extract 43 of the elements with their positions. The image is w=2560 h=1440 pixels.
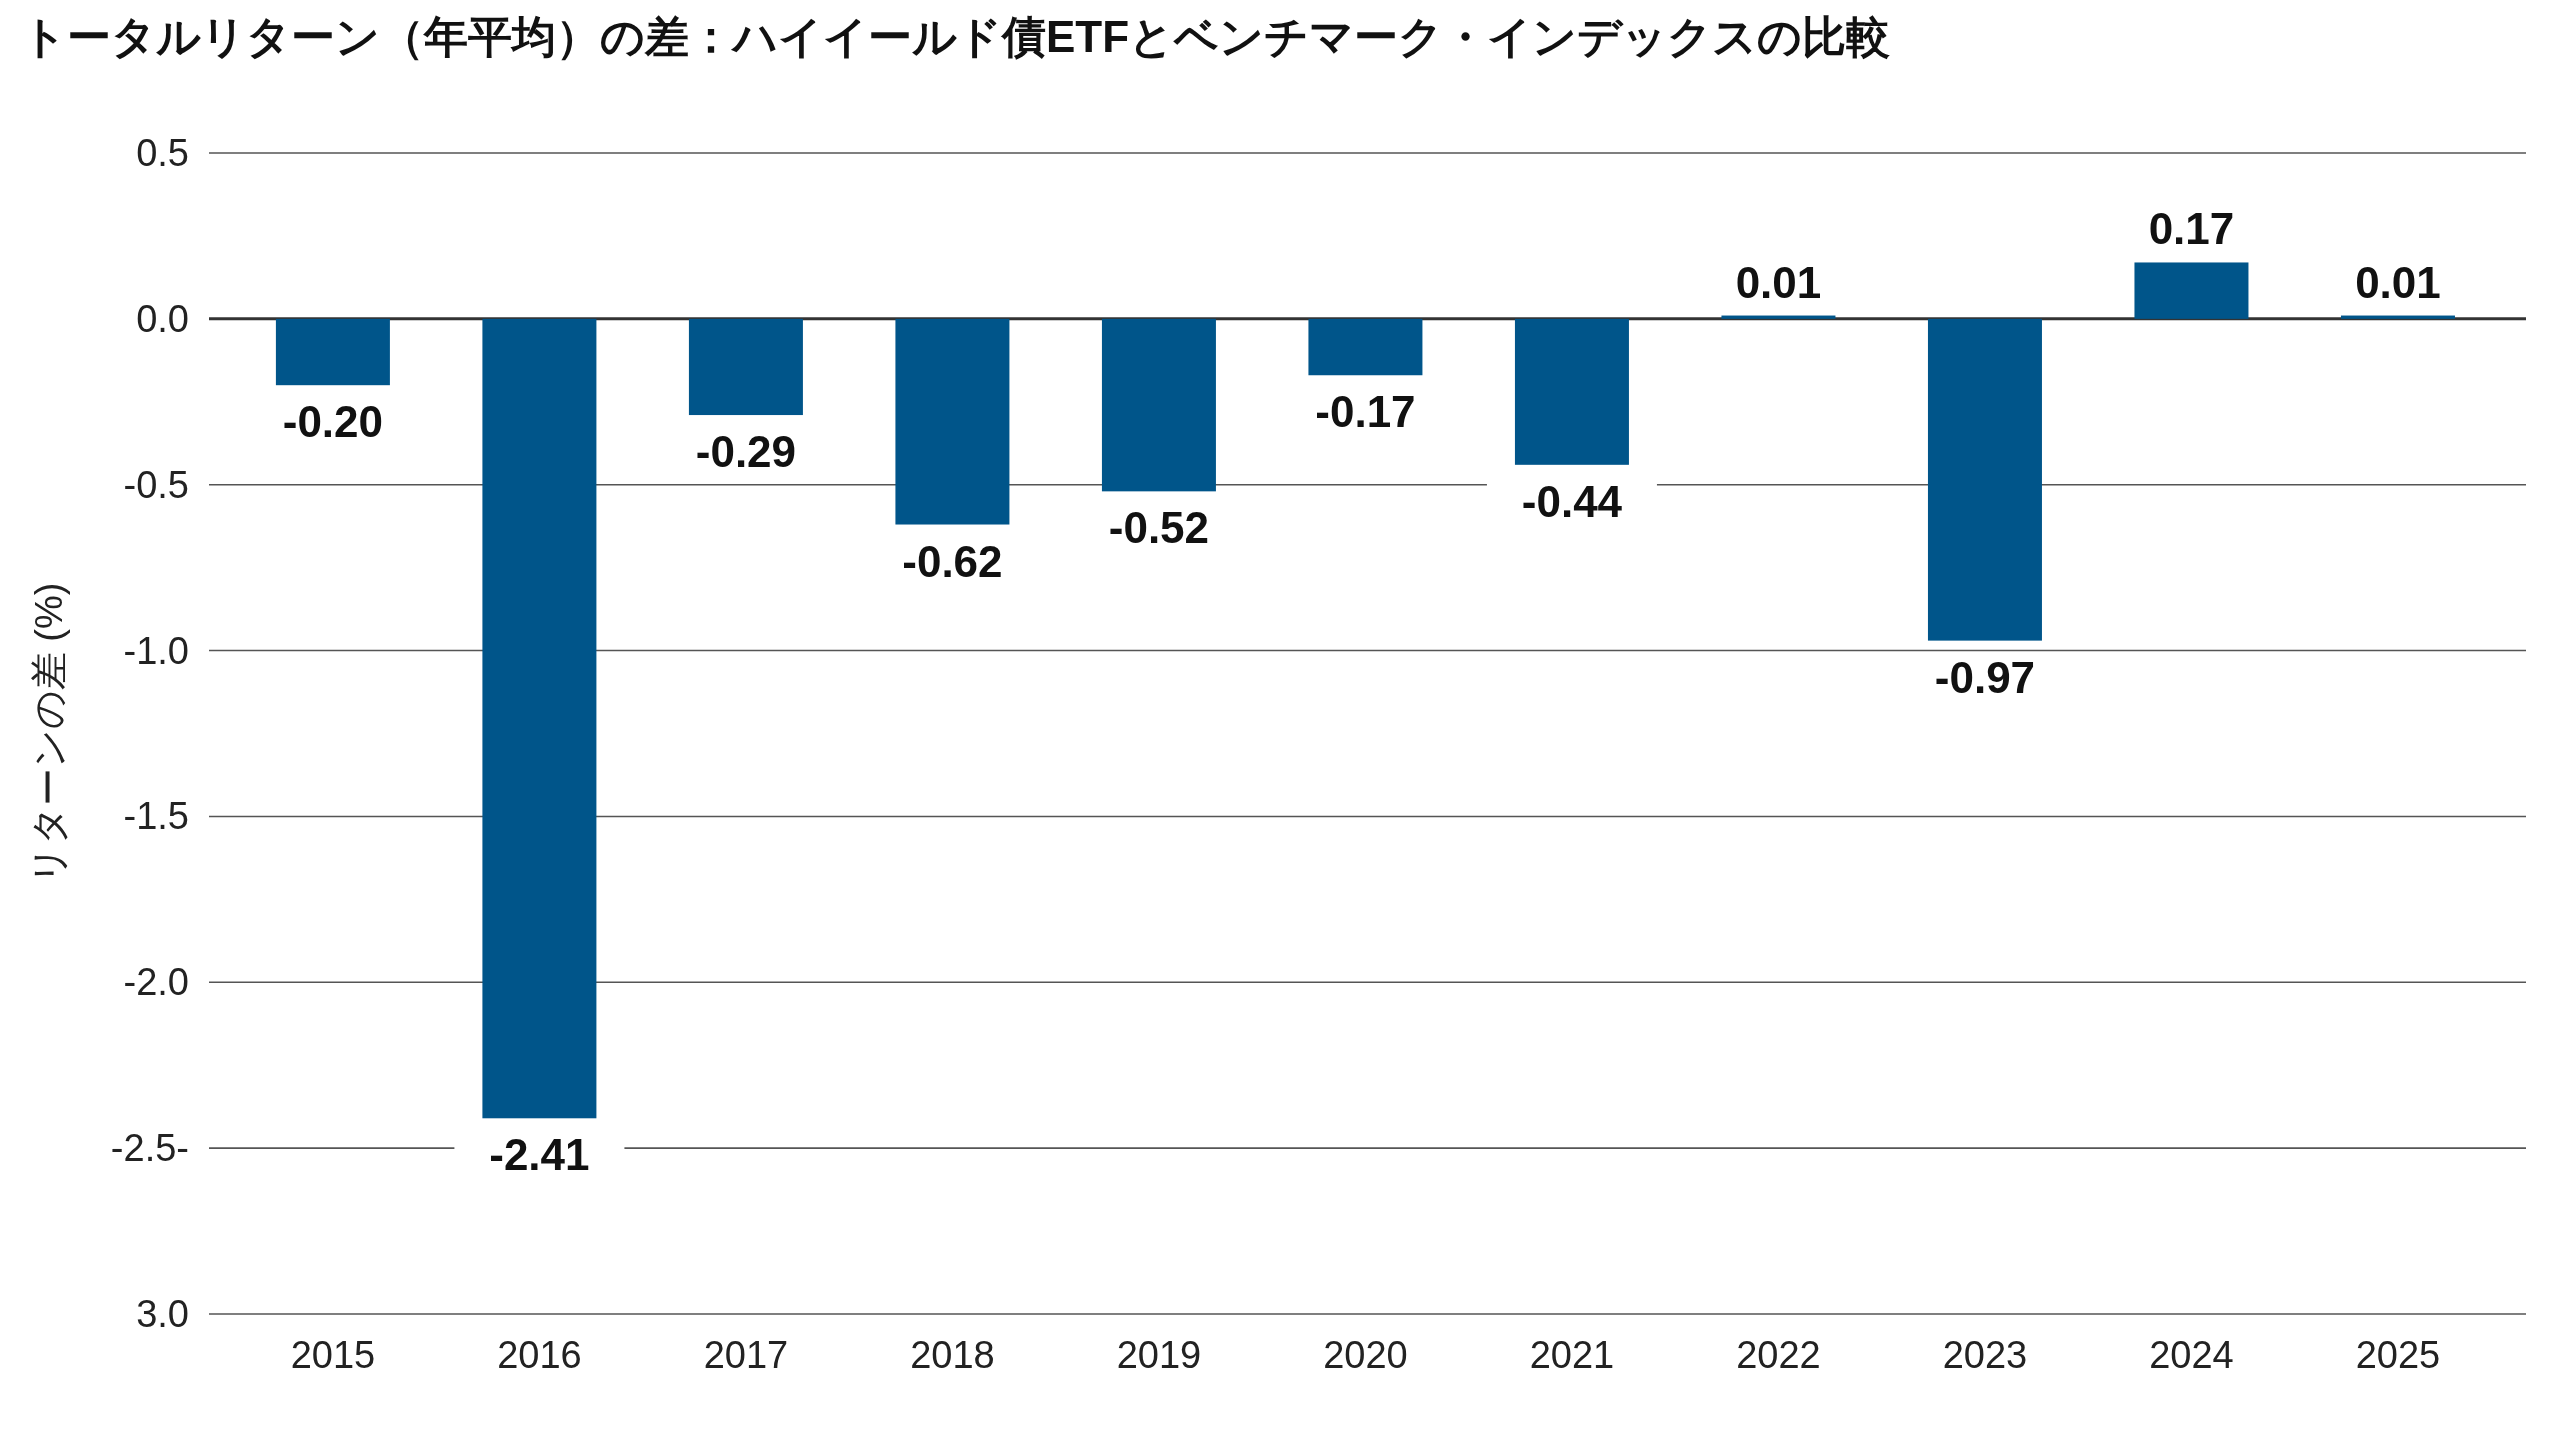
x-tick-label: 2021 — [1529, 1334, 1615, 1376]
y-axis-title: リターンの差 (%) — [28, 582, 70, 885]
data-label: -0.17 — [1315, 387, 1416, 437]
x-tick-label: 2023 — [1942, 1334, 2028, 1376]
y-tick-label: 0.5 — [136, 132, 189, 174]
bar — [2134, 262, 2249, 319]
x-tick-label: 2015 — [290, 1334, 376, 1376]
data-label: -0.52 — [1108, 503, 1210, 553]
bar — [2340, 315, 2455, 319]
y-tick-label: -0.5 — [123, 463, 189, 506]
bar — [1927, 318, 2042, 641]
x-tick-label: 2018 — [910, 1334, 995, 1376]
bar — [688, 318, 803, 416]
y-tick-label: -1.0 — [123, 629, 189, 672]
chart-title: トータルリターン（年平均）の差：ハイイールド債ETFとベンチマーク・インデックスの比較 — [22, 12, 1891, 61]
y-tick-label: 0.0 — [136, 297, 189, 340]
data-label: -0.97 — [1934, 652, 2036, 702]
data-label: -0.62 — [902, 536, 1003, 586]
bar — [275, 318, 390, 386]
x-tick-label: 2020 — [1323, 1334, 1408, 1376]
x-tick-label: 2025 — [2355, 1334, 2441, 1376]
x-tick-label: 2016 — [497, 1334, 582, 1376]
data-label: 0.01 — [1735, 257, 1822, 307]
data-label: -2.41 — [489, 1130, 590, 1180]
bar — [1101, 318, 1216, 492]
bar — [1308, 318, 1423, 376]
y-tick-label: 3.0 — [136, 1293, 189, 1335]
data-label: -0.44 — [1521, 476, 1623, 526]
bar — [1514, 318, 1629, 465]
data-label: -0.20 — [282, 397, 384, 447]
y-tick-label: -2.0 — [123, 961, 189, 1004]
data-label: -0.29 — [695, 427, 797, 477]
x-tick-label: 2022 — [1736, 1334, 1821, 1376]
bar — [482, 318, 597, 1119]
x-tick-label: 2017 — [703, 1334, 789, 1376]
x-tick-label: 2024 — [2149, 1334, 2234, 1376]
data-label: 0.17 — [2148, 204, 2235, 254]
y-tick-label: -2.5- — [110, 1127, 189, 1170]
y-tick-label: -1.5 — [123, 795, 189, 838]
bar — [895, 318, 1010, 525]
data-label: 0.01 — [2355, 257, 2441, 307]
x-tick-label: 2019 — [1116, 1334, 1202, 1376]
bar — [1721, 315, 1836, 319]
